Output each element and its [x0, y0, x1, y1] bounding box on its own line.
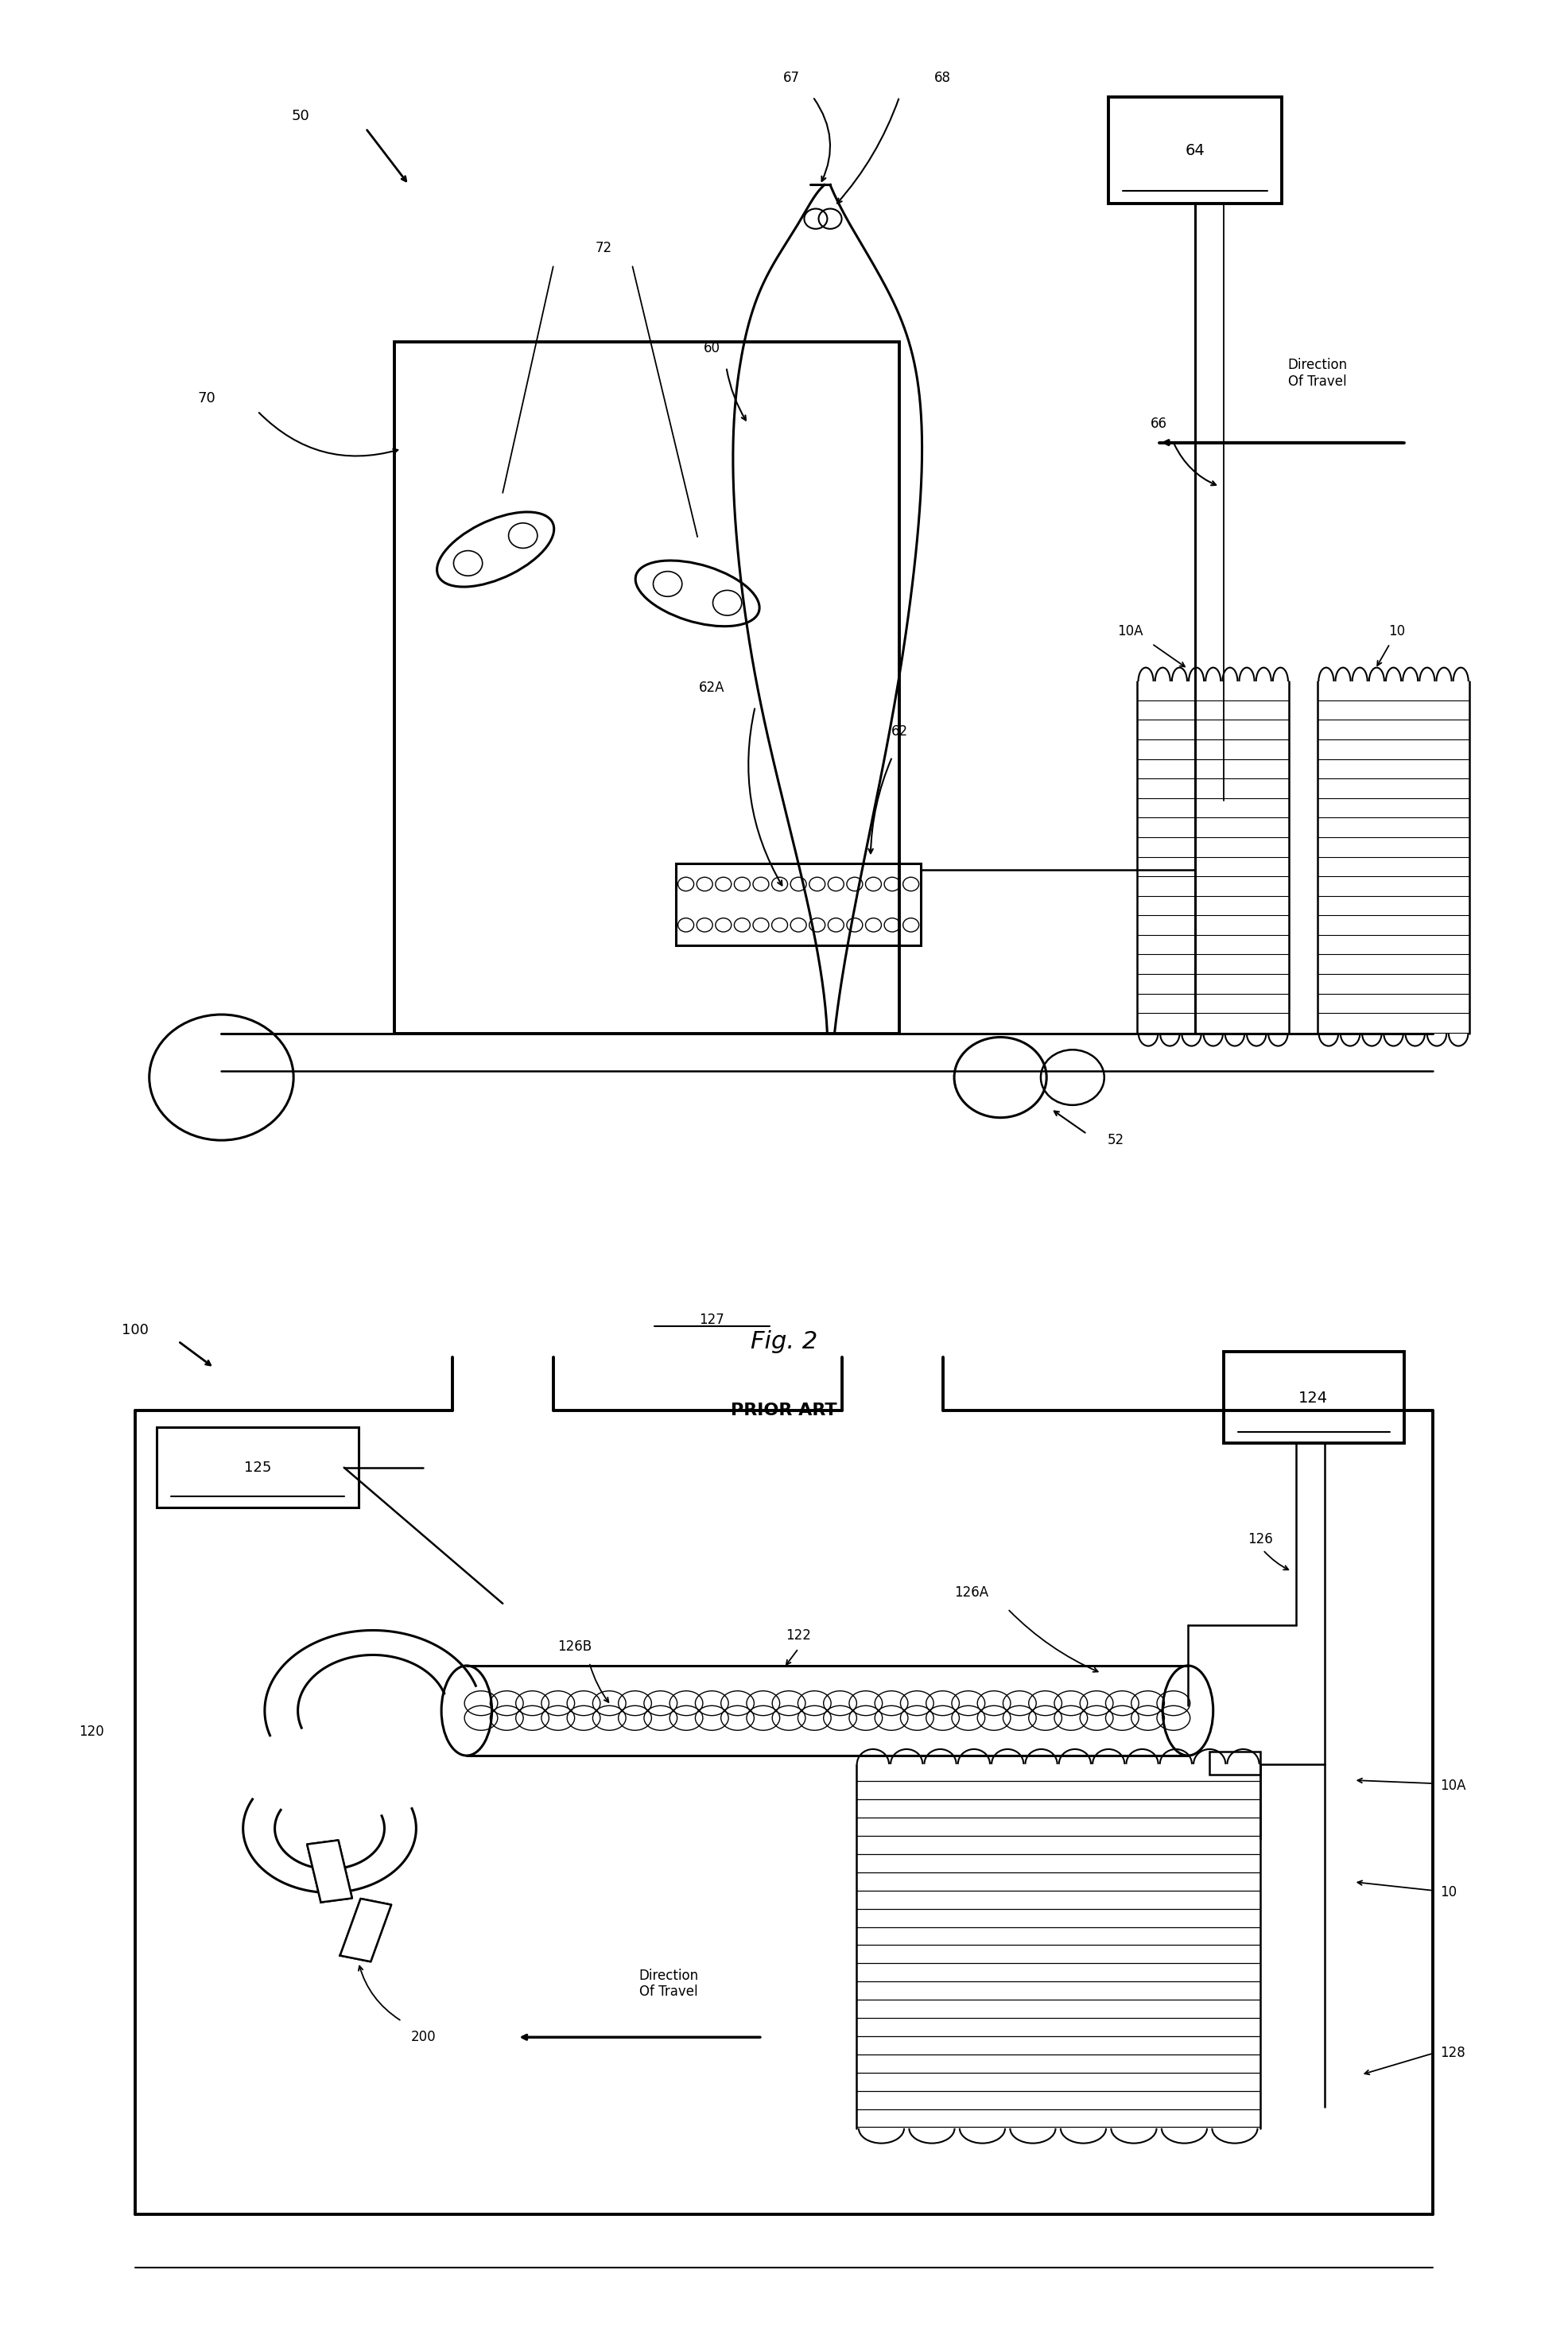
Text: 52: 52 [1107, 1134, 1124, 1148]
Bar [1109, 98, 1281, 203]
Text: 68: 68 [935, 70, 952, 86]
Bar [395, 342, 900, 1034]
Text: 124: 124 [1298, 1390, 1328, 1406]
Text: 10: 10 [1389, 624, 1405, 638]
Text: 67: 67 [782, 70, 800, 86]
Text: 62: 62 [891, 724, 908, 738]
Bar [157, 1427, 359, 1506]
Text: 200: 200 [411, 2030, 436, 2044]
Text: 128: 128 [1441, 2046, 1466, 2060]
Text: Direction
Of Travel: Direction Of Travel [638, 1967, 698, 2000]
Text: 62A: 62A [699, 680, 724, 694]
Text: 125: 125 [243, 1460, 271, 1474]
Text: 126: 126 [1248, 1532, 1273, 1546]
Text: 72: 72 [596, 240, 612, 254]
Text: Fig. 2: Fig. 2 [751, 1329, 817, 1353]
Text: 100: 100 [121, 1322, 149, 1339]
Text: 10: 10 [1441, 1886, 1457, 1900]
Text: 122: 122 [786, 1630, 811, 1644]
Text: 66: 66 [1151, 417, 1168, 431]
Bar [1225, 1353, 1405, 1443]
Text: 50: 50 [292, 109, 310, 123]
Text: 64: 64 [1185, 144, 1204, 158]
Text: 10A: 10A [1441, 1779, 1466, 1793]
Text: 126A: 126A [955, 1585, 989, 1599]
Polygon shape [307, 1839, 353, 1902]
Bar [1209, 1751, 1261, 1774]
Text: 70: 70 [198, 391, 216, 405]
Polygon shape [340, 1900, 392, 1963]
Text: PRIOR ART: PRIOR ART [731, 1401, 837, 1418]
Text: Direction
Of Travel: Direction Of Travel [1287, 359, 1347, 389]
Bar [676, 864, 920, 945]
Text: 60: 60 [704, 342, 720, 356]
Text: 120: 120 [78, 1725, 103, 1739]
Text: 10A: 10A [1118, 624, 1143, 638]
Text: 126B: 126B [558, 1639, 593, 1653]
Text: 127: 127 [699, 1313, 724, 1327]
